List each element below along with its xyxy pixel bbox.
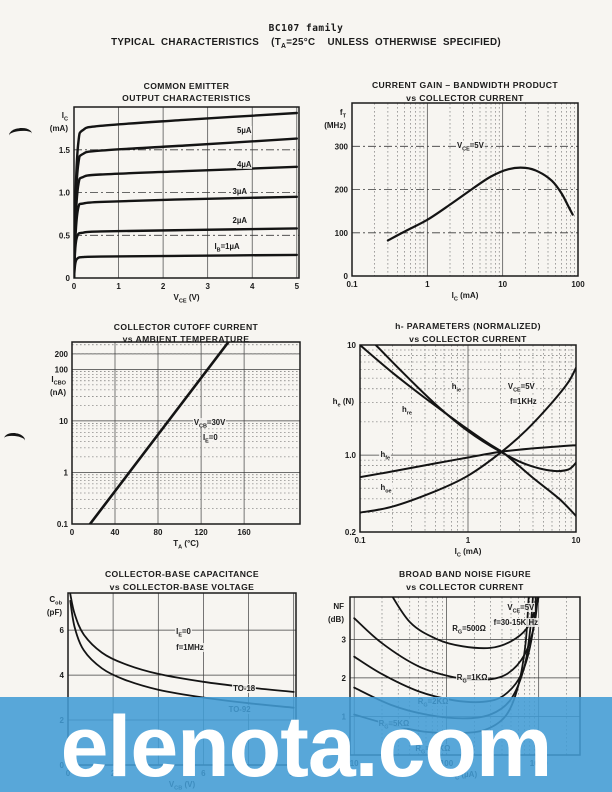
part-family-title: BC107 family	[268, 23, 344, 34]
chart-subtitle: vs COLLECTOR CURRENT	[406, 93, 524, 103]
chart-title: COMMON EMITTER	[143, 81, 230, 91]
svg-text:1: 1	[425, 280, 430, 289]
svg-text:100: 100	[335, 229, 349, 238]
chart-subtitle: vs COLLECTOR CURRENT	[409, 334, 527, 344]
svg-text:0: 0	[344, 272, 349, 281]
curve-label: hoe	[379, 483, 393, 495]
chart-annotation: VCB=30V	[192, 418, 227, 430]
chart-annotation: IE=0	[175, 627, 192, 639]
chart-title: COLLECTOR-BASE CAPACITANCE	[104, 569, 260, 579]
svg-text:200: 200	[335, 186, 349, 195]
curve-label: hfe	[379, 449, 392, 462]
curve-label: 3µA	[231, 187, 248, 197]
svg-text:0.5: 0.5	[59, 231, 71, 240]
curve-label: IB=1µA	[213, 242, 241, 254]
y-axis-label: Cob (pF)	[46, 595, 62, 617]
svg-text:1.0: 1.0	[345, 451, 357, 460]
curve-label: hre	[401, 404, 413, 417]
svg-text:160: 160	[237, 528, 251, 537]
svg-text:0.2: 0.2	[345, 528, 357, 537]
chart-annotation: f=30-15K Hz	[492, 617, 540, 627]
svg-text:0: 0	[66, 274, 71, 283]
y-axis-label: ICBO (nA)	[50, 374, 66, 397]
curve-label: hie	[450, 382, 463, 394]
svg-text:200: 200	[55, 350, 69, 359]
svg-text:120: 120	[194, 528, 208, 537]
chart-annotation: IE=0	[201, 433, 219, 445]
chart-title: CURRENT GAIN – BANDWIDTH PRODUCT	[371, 80, 559, 90]
svg-text:40: 40	[111, 528, 120, 537]
svg-text:1.5: 1.5	[59, 146, 71, 155]
watermark-text: elenota.com	[60, 698, 553, 792]
y-axis-label: he (N)	[332, 397, 354, 410]
svg-text:3: 3	[205, 282, 210, 291]
chart-subtitle: vs COLLECTOR CURRENT	[406, 582, 524, 592]
svg-text:0.1: 0.1	[354, 536, 366, 545]
svg-text:80: 80	[154, 528, 163, 537]
svg-text:4: 4	[250, 282, 255, 291]
svg-text:1.0: 1.0	[59, 189, 71, 198]
curve-label: 4µA	[236, 160, 253, 169]
svg-text:1: 1	[116, 282, 121, 291]
watermark-banner: elenota.com	[0, 697, 612, 792]
svg-text:4: 4	[60, 671, 65, 680]
svg-text:2: 2	[342, 674, 347, 683]
x-axis-label: TA (°C)	[173, 539, 199, 551]
chart-title: BROAD BAND NOISE FIGURE	[399, 569, 531, 579]
svg-text:10: 10	[498, 280, 507, 289]
y-axis-label: NF (dB)	[328, 602, 344, 625]
svg-text:100: 100	[55, 365, 69, 374]
chart-annotation: VCE=5V	[455, 141, 485, 153]
svg-text:1: 1	[64, 469, 69, 478]
svg-text:0.1: 0.1	[57, 520, 69, 529]
svg-text:10: 10	[572, 536, 581, 545]
curve-label: TO-18	[232, 684, 257, 694]
svg-text:100: 100	[571, 280, 585, 289]
chart-subtitle: vs AMBIENT TEMPERATURE	[122, 334, 250, 344]
chart-annotation: VCE=5V	[506, 603, 536, 615]
page-title: TYPICAL CHARACTERISTICS (TA=25°C UNLESS …	[111, 37, 501, 50]
curve-label: 2µA	[231, 216, 248, 226]
chart-annotation: VCE=5V	[506, 382, 536, 394]
curve-label: RG=1KΩ	[455, 672, 489, 685]
curve-label: 5µA	[236, 125, 253, 135]
chart-subtitle: vs COLLECTOR-BASE VOLTAGE	[109, 582, 255, 592]
x-axis-label: IC (mA)	[454, 547, 482, 559]
svg-text:5: 5	[295, 282, 300, 291]
chart-annotation: f=1MHz	[175, 642, 205, 652]
svg-text:0.1: 0.1	[346, 280, 358, 289]
svg-text:2: 2	[161, 282, 166, 291]
chart-subtitle: OUTPUT CHARACTERISTICS	[122, 93, 251, 103]
chart-title: h- PARAMETERS (NORMALIZED)	[395, 321, 541, 331]
x-axis-label: VCE (V)	[173, 293, 200, 305]
curve-label: RG=500Ω	[451, 623, 487, 636]
svg-text:3: 3	[342, 635, 347, 644]
svg-text:1: 1	[466, 536, 471, 545]
svg-text:10: 10	[59, 417, 68, 426]
svg-text:0: 0	[72, 282, 77, 291]
svg-text:0: 0	[70, 528, 75, 537]
svg-text:10: 10	[347, 341, 356, 350]
chart-annotation: f=1KHz	[509, 397, 538, 407]
x-axis-label: IC (mA)	[451, 291, 479, 303]
y-axis-label: fT (MHz)	[324, 108, 346, 131]
chart-title: COLLECTOR CUTOFF CURRENT	[113, 322, 259, 332]
svg-text:300: 300	[335, 142, 349, 151]
svg-text:6: 6	[60, 626, 65, 635]
y-axis-label: IC (mA)	[49, 110, 68, 133]
